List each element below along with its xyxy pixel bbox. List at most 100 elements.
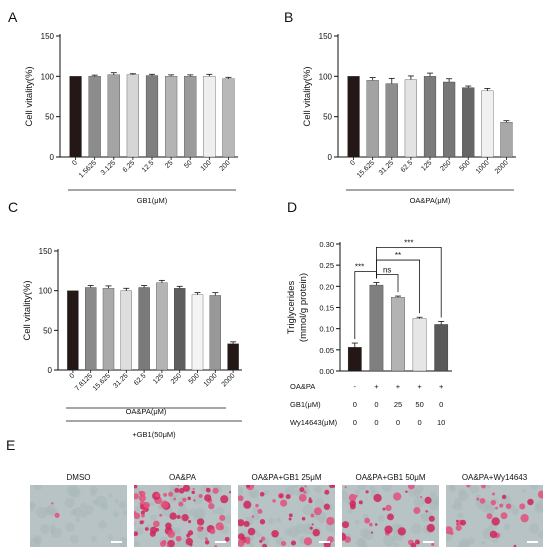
lipid-droplet (208, 502, 215, 510)
cell-texture (75, 517, 81, 523)
lipid-droplet (257, 508, 263, 514)
cell-texture (528, 523, 540, 534)
lipid-droplet (342, 521, 350, 529)
scale-bar (527, 541, 538, 543)
y-tick-label-a: 0 (50, 153, 55, 162)
cell-texture (33, 485, 43, 491)
cell-texture (359, 542, 368, 547)
cell-texture (393, 542, 399, 547)
lipid-droplet (134, 493, 139, 500)
lipid-droplet (149, 530, 156, 537)
bar-b (481, 90, 494, 158)
treatment-cell: 0 (418, 418, 422, 427)
lipid-droplet (259, 519, 266, 525)
bar-c (156, 282, 168, 371)
bar-c (174, 288, 186, 371)
x-tick-label-c: 0 (69, 372, 77, 380)
lipid-droplet (499, 503, 504, 508)
bar-a (126, 74, 139, 158)
lipid-droplet (285, 494, 291, 500)
y-axis-label-d: (mmol/g protein) (298, 273, 309, 342)
treatment-cell: 0 (353, 400, 357, 409)
lipid-droplet (168, 491, 174, 497)
cell-texture (486, 485, 492, 488)
lipid-droplet (348, 493, 357, 502)
cell-texture (83, 504, 94, 515)
x-tick-label-b: 62.5 (400, 159, 415, 174)
y-tick-label-d: 0.00 (319, 367, 334, 376)
lipid-droplet (220, 495, 229, 504)
cell-texture (487, 503, 496, 512)
lipid-droplet (165, 522, 172, 530)
y-tick-label-c: 150 (39, 247, 53, 256)
cell-texture (284, 528, 292, 536)
lipid-droplet (308, 497, 312, 500)
lipid-droplet (51, 502, 54, 505)
lipid-droplet (310, 513, 315, 518)
lipid-droplet (167, 539, 175, 547)
lipid-droplet (161, 539, 167, 545)
x-tick-label-c: 500 (188, 372, 201, 385)
x-tick-label-a: 12.5 (141, 159, 156, 174)
cell-texture (249, 542, 255, 547)
bar-c (227, 343, 239, 371)
treatment-row-label: OA&PA (290, 382, 315, 391)
cell-texture (46, 504, 56, 515)
significance-label: ns (383, 265, 391, 274)
cell-texture (457, 512, 464, 519)
cell-texture (284, 486, 296, 497)
bar-d (391, 297, 405, 372)
cell-texture (64, 497, 75, 508)
lipid-droplet (167, 530, 175, 538)
chart-panel-d: 0.00 0.05 0.10 0.15 0.20 0.25 0.30 Triglyceride… (286, 238, 452, 427)
y-tick-label-d: 0.20 (319, 282, 334, 291)
cell-texture (114, 499, 120, 504)
x-tick-label-c: 250 (170, 372, 183, 385)
cell-texture (30, 502, 36, 512)
cell-texture (469, 485, 480, 494)
y-tick-label-b: 0 (328, 153, 333, 162)
lipid-droplet (272, 499, 276, 503)
treatment-row-label: Wy14643(μM) (290, 418, 338, 427)
lipid-droplet (364, 517, 371, 524)
cell-texture (381, 485, 393, 492)
cell-texture (174, 541, 184, 547)
cell-texture (70, 487, 81, 498)
x-tick-label-b: 15.625 (356, 159, 376, 179)
lipid-droplet (192, 487, 195, 490)
lipid-droplet (513, 544, 517, 547)
x-tick-label-c: 62.5 (133, 372, 148, 387)
x-tick-label-c: 31.25 (112, 372, 129, 389)
lipid-droplet (311, 523, 314, 526)
cell-texture (95, 495, 108, 508)
lipid-droplet (163, 492, 168, 497)
lipid-droplet (173, 497, 177, 501)
x-tick-label-a: 100 (200, 159, 213, 172)
cell-texture (354, 519, 360, 525)
micrograph-label: OA&PA+Wy14643 (462, 473, 528, 482)
lipid-droplet (312, 528, 320, 537)
lipid-droplet (166, 544, 169, 547)
outer-group-label-c: +GB1(50μM) (132, 430, 176, 439)
cell-texture (134, 506, 141, 512)
lipid-droplet (134, 531, 139, 537)
cell-texture (91, 535, 97, 542)
treatment-cell: 0 (353, 418, 357, 427)
lipid-droplet (288, 517, 292, 521)
lipid-droplet (255, 503, 259, 508)
cell-texture (430, 491, 437, 498)
bar-a (88, 76, 101, 158)
lipid-droplet (178, 487, 185, 494)
cell-texture (298, 536, 305, 543)
x-tick-label-a: 3.125 (100, 159, 117, 176)
cell-texture (295, 523, 306, 535)
lipid-droplet (261, 536, 266, 541)
cell-texture (413, 496, 425, 508)
scale-bar (111, 541, 122, 543)
lipid-droplet (281, 540, 287, 547)
lipid-droplet (490, 499, 497, 506)
treatment-cell: 0 (374, 418, 378, 427)
micrograph-label: OA&PA (169, 473, 197, 482)
cell-texture (107, 534, 114, 540)
bar-d (347, 347, 362, 372)
